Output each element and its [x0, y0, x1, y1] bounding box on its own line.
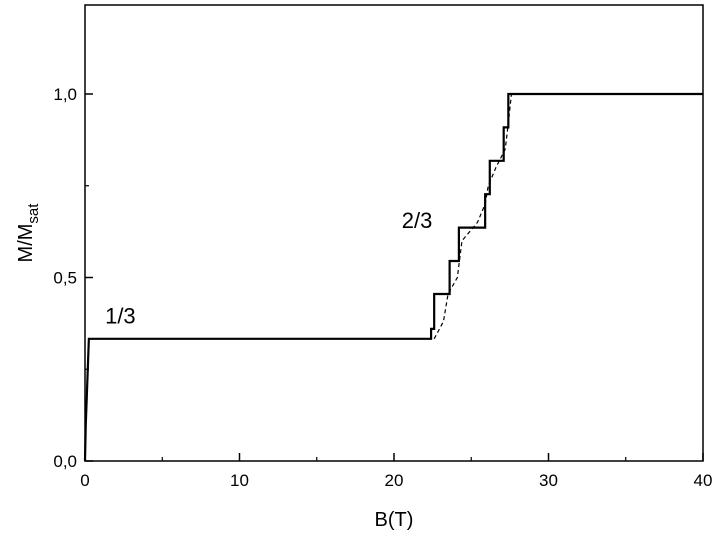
- axis-ticks: 0 10 20 30 40 0,0 0,5 1,0: [53, 85, 712, 490]
- x-tick-label: 10: [230, 471, 249, 490]
- x-axis-label: B(T): [375, 509, 414, 531]
- y-tick-label: 0,0: [53, 452, 77, 471]
- x-tick-label: 40: [694, 471, 713, 490]
- series-solid-line: [83, 92, 703, 462]
- annotation-label: 2/3: [402, 208, 433, 233]
- y-axis-label-subscript: sat: [25, 203, 42, 224]
- series-layer: [83, 92, 703, 462]
- plot-frame: [84, 4, 704, 462]
- annotation-label: 1/3: [105, 303, 136, 328]
- y-tick-label: 0,5: [53, 269, 77, 288]
- y-tick-label: 1,0: [53, 85, 77, 104]
- y-axis-label: M/Msat: [15, 203, 42, 263]
- x-tick-label: 0: [80, 471, 89, 490]
- x-tick-label: 30: [539, 471, 558, 490]
- series-dashed-line: [433, 93, 513, 340]
- annotation-layer: 1/3 2/3: [105, 208, 432, 328]
- x-tick-label: 20: [385, 471, 404, 490]
- y-axis-label-main: M/M: [15, 224, 37, 263]
